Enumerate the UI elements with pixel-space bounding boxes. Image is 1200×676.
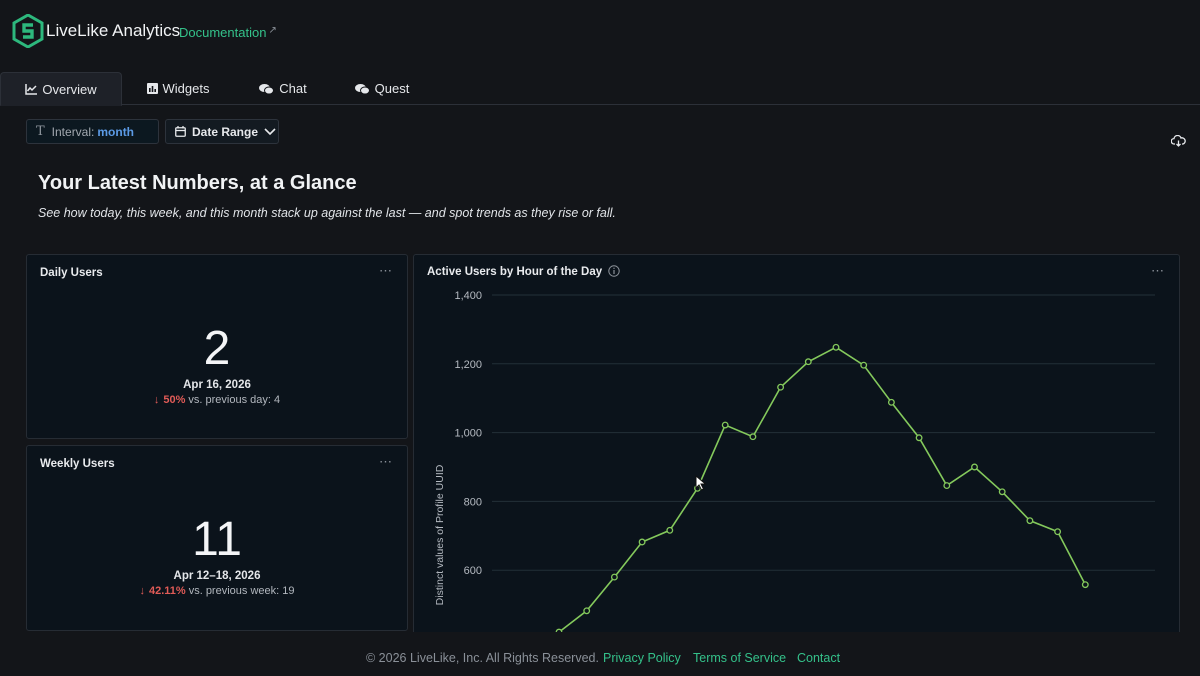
data-point	[860, 361, 868, 369]
contact-link[interactable]: Contact	[797, 651, 841, 665]
arrow-down-icon: ↓	[153, 394, 160, 406]
data-point	[971, 463, 978, 471]
chevron-down-icon	[264, 127, 276, 135]
data-point	[610, 573, 618, 581]
tab-widgets-label: Widgets	[162, 81, 210, 96]
date-range-filter-label: Date Range	[192, 124, 259, 139]
y-tick-label: 1,400	[454, 290, 482, 302]
y-tick-label: 800	[464, 496, 482, 508]
tab-widgets[interactable]: Widgets	[140, 72, 216, 105]
page-subtitle: See how today, this week, and this month…	[38, 206, 616, 220]
daily-users-value: 2	[203, 322, 231, 375]
data-point	[777, 383, 785, 391]
tab-quest[interactable]: Quest	[348, 72, 416, 105]
chart-title-row: Active Users by Hour of the Day	[427, 265, 621, 278]
daily-users-comparison: ↓ 50% vs. previous day: 4	[27, 394, 407, 406]
data-point	[638, 538, 646, 546]
weekly-users-card: Weekly Users ⋯ 11 Apr 12–18, 2026 ↓ 42.11…	[26, 445, 408, 631]
interval-filter[interactable]: T Interval: month	[26, 119, 159, 144]
weekly-users-value: 11	[192, 513, 242, 566]
text-type-icon: T	[36, 124, 45, 139]
interval-filter-value: month	[97, 124, 135, 139]
chat-bubbles-icon	[354, 83, 370, 94]
weekly-users-date: Apr 12–18, 2026	[173, 570, 261, 582]
card-menu-icon[interactable]: ⋯	[379, 263, 393, 278]
tab-chat-label: Chat	[279, 81, 307, 96]
data-point	[998, 488, 1006, 496]
info-icon[interactable]	[608, 265, 621, 277]
tab-overview-label: Overview	[42, 81, 97, 97]
documentation-link-label: Documentation	[179, 25, 267, 40]
y-tick-label: 1,200	[454, 359, 482, 371]
livelike-logo[interactable]	[12, 14, 44, 48]
interval-filter-label: Interval:	[51, 124, 95, 139]
y-tick-label: 600	[464, 565, 482, 577]
date-range-filter[interactable]: Date Range	[165, 119, 279, 144]
mouse-cursor-icon	[695, 475, 707, 491]
data-point	[1081, 581, 1089, 589]
data-point	[943, 482, 951, 490]
active-users-chart-card: Active Users by Hour of the Day ⋯ 600 800…	[413, 254, 1180, 644]
documentation-link[interactable]: Documentation ↗	[179, 25, 277, 40]
arrow-down-icon: ↓	[139, 585, 146, 597]
privacy-policy-link[interactable]: Privacy Policy	[603, 651, 681, 665]
chat-bubbles-icon	[259, 83, 275, 94]
data-point	[749, 433, 757, 441]
app-brand-name: LiveLike Analytics	[46, 21, 181, 40]
cloud-download-icon[interactable]	[1171, 135, 1186, 147]
daily-users-change: 50%	[163, 394, 186, 406]
page-footer: © 2026 LiveLike, Inc. All Rights Reserve…	[0, 632, 1200, 676]
data-point	[1054, 528, 1062, 536]
data-point	[887, 398, 895, 406]
weekly-users-change: 42.11%	[149, 585, 186, 597]
data-point	[721, 421, 729, 429]
tab-overview[interactable]: Overview	[0, 72, 122, 106]
series-line	[558, 346, 1087, 633]
line-chart-icon	[25, 83, 38, 95]
daily-users-card: Daily Users ⋯ 2 Apr 16, 2026 ↓ 50% vs. pre…	[26, 254, 408, 439]
data-point	[583, 607, 591, 615]
weekly-users-comparison: ↓ 42.11% vs. previous week: 19	[27, 585, 407, 597]
data-point	[804, 358, 812, 366]
chart-title: Active Users by Hour of the Day	[427, 266, 603, 278]
daily-users-date: Apr 16, 2026	[183, 379, 251, 391]
data-point	[1026, 517, 1034, 525]
tab-quest-label: Quest	[374, 81, 410, 96]
y-tick-label: 1,000	[454, 428, 482, 440]
daily-users-compare-text: vs. previous day: 4	[188, 394, 281, 406]
tab-chat[interactable]: Chat	[252, 72, 314, 105]
app-header: LiveLike Analytics Documentation ↗	[0, 0, 1200, 64]
daily-users-title: Daily Users	[40, 267, 103, 279]
tab-bar: Overview Widgets Chat Quest	[0, 72, 1200, 106]
card-menu-icon[interactable]: ⋯	[1151, 263, 1165, 278]
data-point	[666, 526, 674, 534]
calendar-icon	[175, 126, 186, 137]
terms-of-service-link[interactable]: Terms of Service	[693, 651, 787, 665]
page-title: Your Latest Numbers, at a Glance	[38, 172, 357, 194]
line-chart: 600 800 1,000 1,200 1,400 Distinct values of …	[434, 290, 1155, 636]
card-menu-icon[interactable]: ⋯	[379, 454, 393, 469]
y-axis-label: Distinct values of Profile UUID	[434, 464, 446, 605]
footer-copyright: © 2026 LiveLike, Inc. All Rights Reserve…	[366, 651, 599, 665]
external-link-icon: ↗	[268, 25, 277, 36]
weekly-users-title: Weekly Users	[40, 458, 115, 470]
data-point	[832, 343, 840, 351]
bar-chart-icon	[146, 83, 158, 94]
data-point	[915, 434, 923, 442]
weekly-users-compare-text: vs. previous week: 19	[188, 585, 295, 597]
